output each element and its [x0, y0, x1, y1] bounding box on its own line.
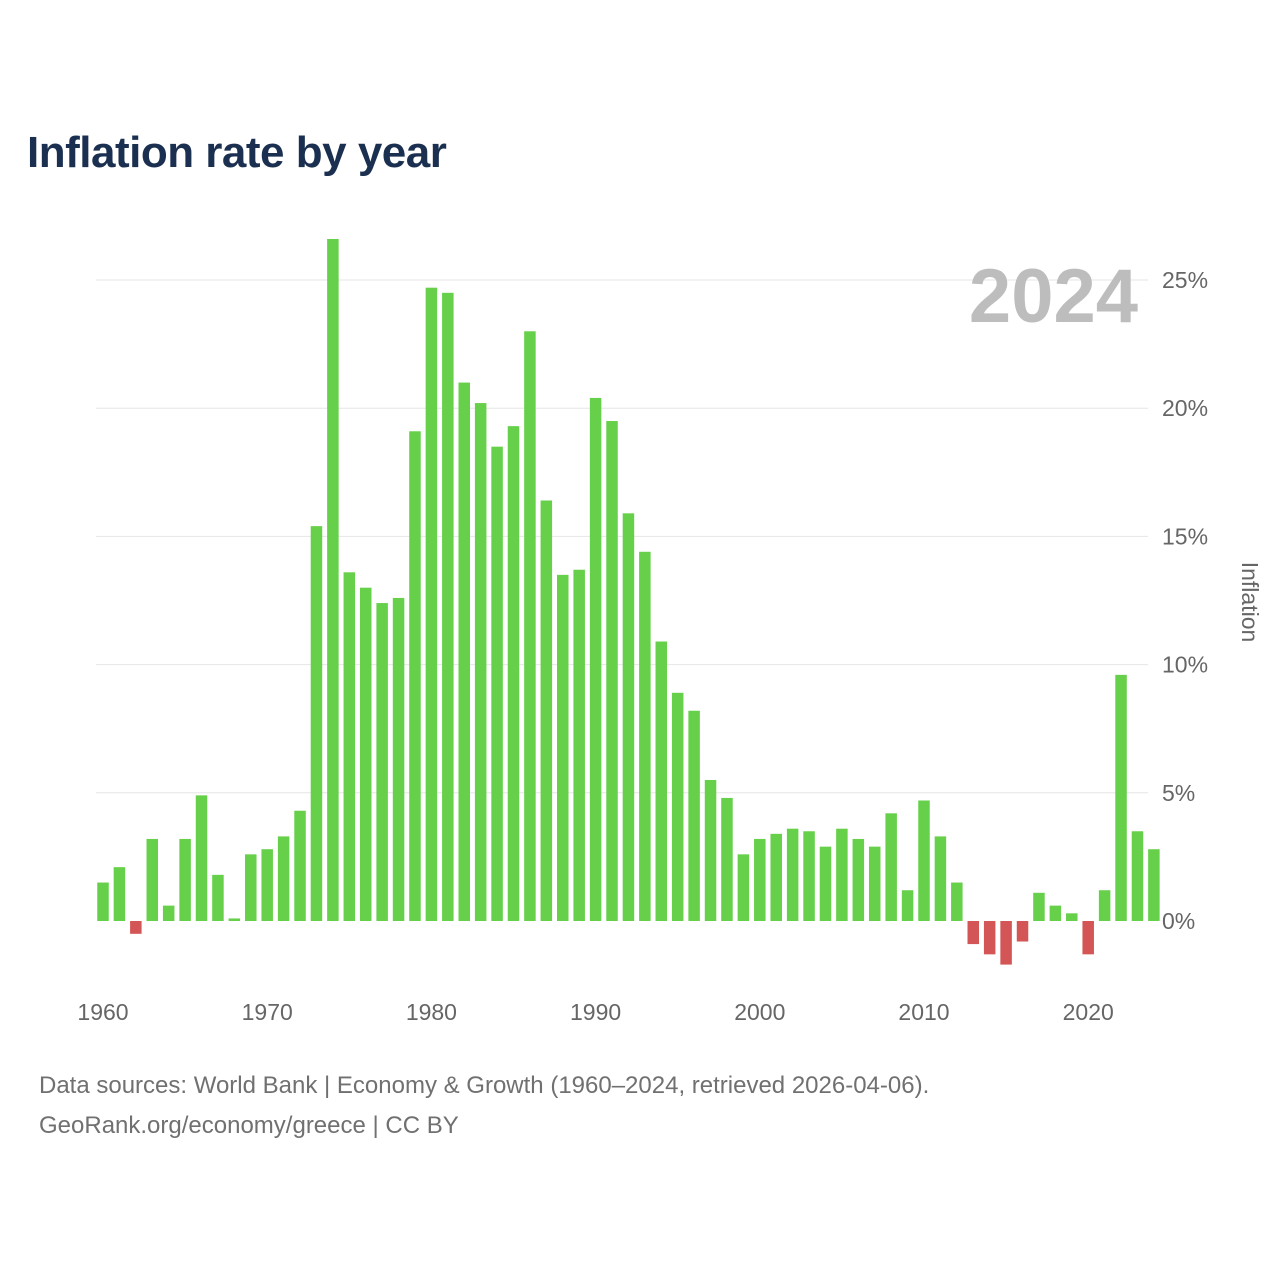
current-year-label: 2024 [969, 254, 1138, 339]
bar-1991[interactable] [606, 421, 618, 921]
bar-1994[interactable] [655, 641, 668, 921]
y-tick-label: 25% [1162, 267, 1208, 293]
bar-1965[interactable] [179, 838, 191, 921]
bar-1967[interactable] [212, 874, 224, 921]
bar-1993[interactable] [639, 551, 651, 921]
bar-1995[interactable] [671, 692, 684, 921]
bar-2001[interactable] [770, 833, 782, 921]
source-link[interactable]: GeoRank.org/economy/greece | CC BY [39, 1112, 459, 1139]
bar-1979[interactable] [409, 431, 421, 921]
bar-1978[interactable] [392, 597, 405, 921]
bar-2006[interactable] [852, 838, 865, 921]
bar-2020[interactable] [1082, 921, 1094, 955]
gridlines [96, 279, 1148, 794]
inflation-bar-chart: 2024 0% 5% 10% 15% 20% 25% 1960 1970 1980 1990 20… [77, 238, 1263, 1025]
bar-1989[interactable] [573, 569, 585, 921]
bar-2004[interactable] [819, 846, 832, 921]
bar-1997[interactable] [704, 779, 717, 921]
bar-2019[interactable] [1066, 913, 1078, 921]
x-tick-label: 1990 [570, 999, 621, 1025]
bar-2005[interactable] [836, 828, 848, 921]
bar-1987[interactable] [540, 500, 553, 922]
bar-1972[interactable] [294, 810, 306, 921]
bar-2017[interactable] [1033, 892, 1045, 921]
bar-2016[interactable] [1016, 921, 1029, 942]
bar-2012[interactable] [951, 882, 963, 921]
bar-1974[interactable] [327, 238, 339, 922]
x-axis-ticks: 1960 1970 1980 1990 2000 2010 2020 [77, 999, 1113, 1025]
bar-2022[interactable] [1115, 674, 1127, 921]
bar-1988[interactable] [557, 574, 569, 921]
bar-1996[interactable] [688, 710, 700, 921]
bar-2015[interactable] [1000, 921, 1012, 965]
bar-1976[interactable] [359, 587, 372, 921]
bar-2024[interactable] [1148, 849, 1160, 921]
bar-1980[interactable] [425, 287, 438, 921]
bar-2011[interactable] [934, 836, 947, 921]
bar-2007[interactable] [868, 846, 881, 921]
bar-1990[interactable] [589, 397, 602, 921]
bar-2009[interactable] [901, 890, 914, 921]
bar-1975[interactable] [343, 572, 356, 921]
y-tick-label: 5% [1162, 780, 1195, 806]
bar-1969[interactable] [245, 854, 257, 921]
y-tick-label: 10% [1162, 652, 1208, 678]
bar-1985[interactable] [507, 426, 520, 921]
bar-2023[interactable] [1131, 831, 1144, 921]
y-axis-ticks: 0% 5% 10% 15% 20% 25% [1162, 267, 1208, 934]
x-tick-label: 2020 [1063, 999, 1114, 1025]
bar-1986[interactable] [524, 331, 536, 921]
bar-2002[interactable] [786, 828, 799, 921]
bar-1966[interactable] [195, 795, 208, 921]
bars [97, 238, 1160, 965]
x-tick-label: 1960 [77, 999, 128, 1025]
bar-1961[interactable] [113, 867, 126, 921]
bar-1962[interactable] [130, 921, 142, 934]
data-sources: Data sources: World Bank | Economy & Gro… [39, 1072, 930, 1099]
bar-1984[interactable] [491, 446, 503, 921]
bar-1963[interactable] [146, 838, 159, 921]
bar-1960[interactable] [97, 882, 109, 921]
bar-2008[interactable] [885, 813, 897, 921]
x-tick-label: 2000 [734, 999, 785, 1025]
bar-2003[interactable] [803, 831, 815, 921]
bar-2013[interactable] [967, 921, 980, 945]
bar-1981[interactable] [442, 292, 454, 921]
bar-1983[interactable] [474, 403, 487, 921]
bar-1973[interactable] [310, 526, 323, 921]
chart-title: Inflation rate by year [27, 128, 447, 177]
y-axis-title: Inflation [1237, 562, 1263, 643]
x-tick-label: 1980 [406, 999, 457, 1025]
bar-1998[interactable] [721, 797, 733, 921]
bar-2014[interactable] [983, 921, 996, 955]
bar-1970[interactable] [261, 849, 273, 921]
footer: Data sources: World Bank | Economy & Gro… [39, 1066, 929, 1146]
bar-1982[interactable] [458, 382, 470, 921]
bar-2018[interactable] [1049, 905, 1062, 921]
bar-1971[interactable] [277, 836, 290, 921]
bar-1964[interactable] [162, 905, 175, 921]
bar-1999[interactable] [737, 854, 750, 921]
bar-2010[interactable] [918, 800, 930, 921]
y-tick-label: 20% [1162, 395, 1208, 421]
bar-2021[interactable] [1098, 890, 1111, 921]
bar-1992[interactable] [622, 513, 635, 921]
x-tick-label: 1970 [242, 999, 293, 1025]
bar-1968[interactable] [228, 918, 241, 921]
bar-2000[interactable] [754, 838, 766, 921]
x-tick-label: 2010 [898, 999, 949, 1025]
bar-1977[interactable] [376, 603, 388, 921]
y-tick-label: 0% [1162, 908, 1195, 934]
y-tick-label: 15% [1162, 523, 1208, 549]
